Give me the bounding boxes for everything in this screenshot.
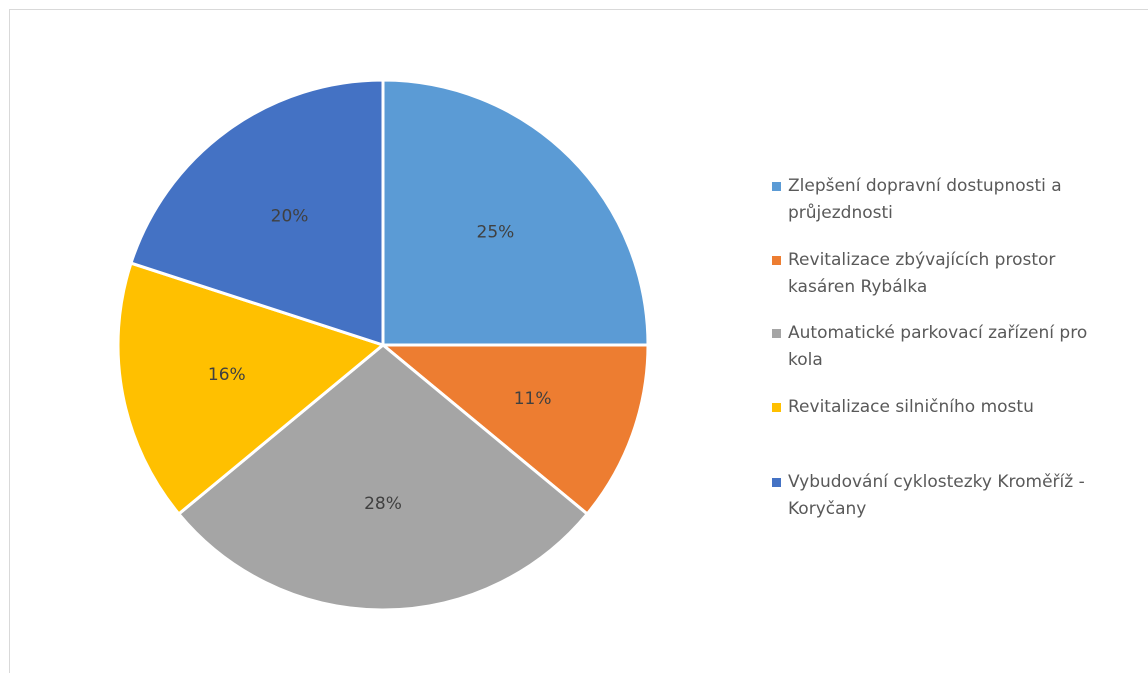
data-label: 20% [271,206,309,226]
data-label: 28% [364,494,402,514]
legend-swatch [772,329,781,338]
pie-slice [381,78,650,347]
legend-label: Revitalizace silničního mostu [788,397,1034,417]
legend-swatch [772,403,781,412]
data-label: 16% [208,365,246,385]
data-label: 25% [477,223,515,243]
legend-label: Revitalizace zbývajících prostor kasáren… [788,250,1056,297]
pie-slice [176,343,590,612]
pie-slice [116,261,387,517]
legend-swatch [772,182,781,191]
frame [9,9,1148,673]
legend-swatch [772,478,781,487]
data-label: 11% [514,389,552,409]
legend-label: Vybudování cyklostezky Kroměříž - Koryča… [788,472,1085,519]
pie-slice [129,78,385,348]
legend-label: Zlepšení dopravní dostupnosti a průjezdn… [788,176,1062,223]
pie-slice [378,343,650,517]
legend-label: Automatické parkovací zařízení pro kola [788,323,1088,370]
legend-swatch [772,256,781,265]
